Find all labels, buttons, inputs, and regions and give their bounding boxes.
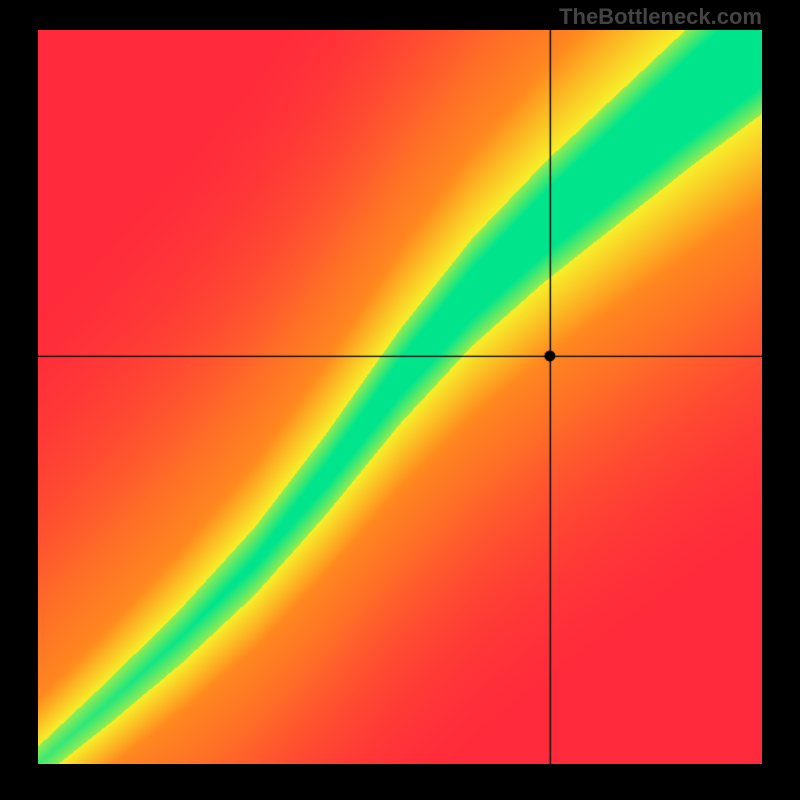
chart-container: TheBottleneck.com [0,0,800,800]
watermark-text: TheBottleneck.com [559,4,762,30]
bottleneck-heatmap [38,30,762,764]
